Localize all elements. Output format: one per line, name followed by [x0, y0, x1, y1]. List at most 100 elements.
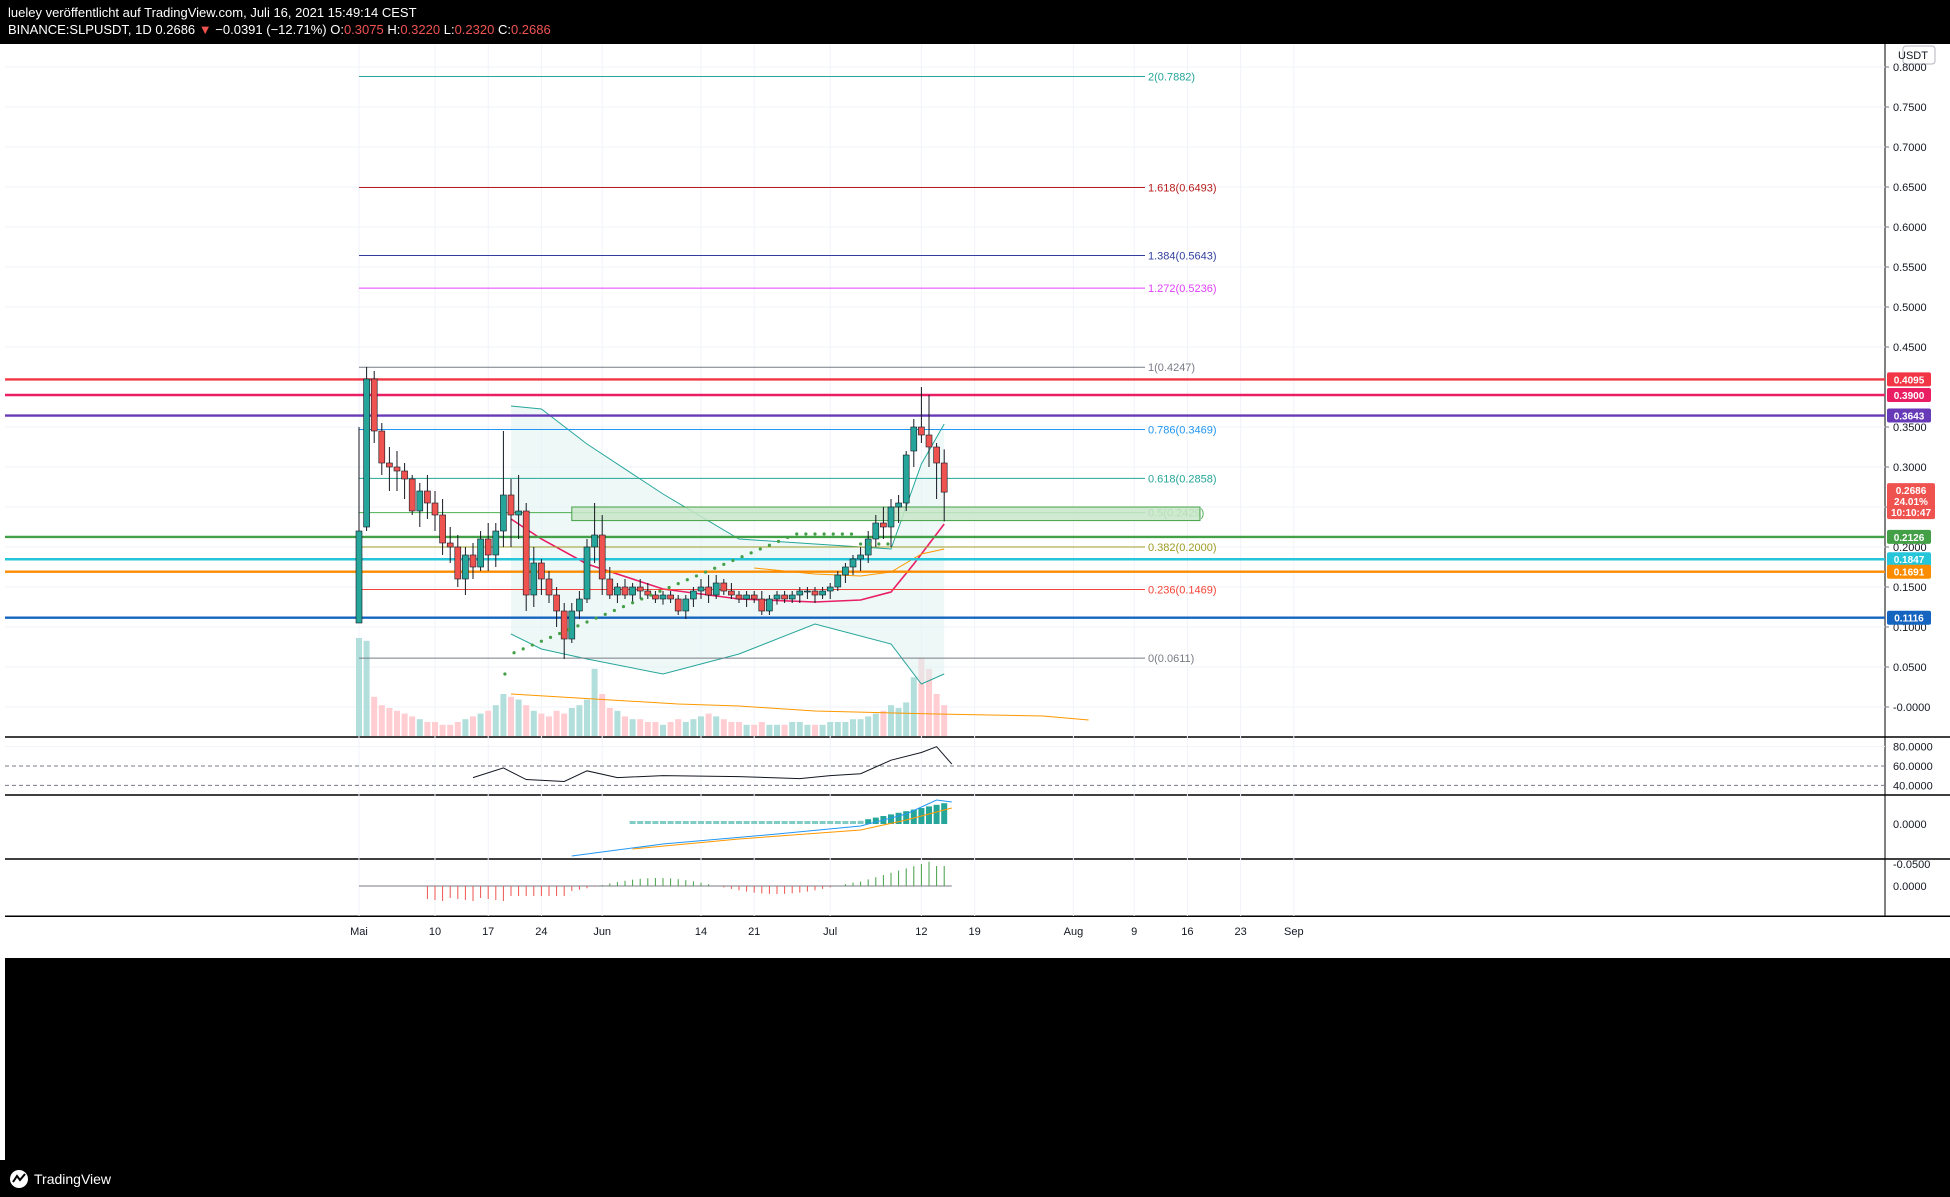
sar-dot	[776, 539, 781, 543]
price-tick-label: 0.8000	[1893, 62, 1927, 74]
sar-dot	[694, 574, 699, 578]
volume-bar	[462, 719, 469, 736]
macd-histogram-bar	[888, 814, 894, 824]
sar-dot	[631, 601, 635, 605]
bull-candle	[629, 586, 636, 596]
volume-bar	[880, 710, 887, 736]
macd-line	[571, 799, 952, 857]
macd-histogram-bar	[758, 821, 765, 824]
bollinger-lower	[510, 623, 945, 685]
macd-histogram-bar	[910, 809, 917, 824]
volume-bar	[675, 719, 682, 736]
bull-candle	[857, 554, 864, 560]
time-tick-label: 10	[429, 926, 441, 938]
volume-bar	[720, 719, 727, 736]
volume-bar	[789, 722, 796, 736]
bollinger-upper	[510, 405, 945, 550]
price-chart[interactable]: 2(0.7882) 1.618(0.6493) 1.384(0.5643) 1.272…	[5, 44, 1950, 1160]
volume-bar	[409, 716, 416, 736]
macd-histogram-bar	[827, 821, 834, 824]
fib-level-label: 0.236(0.1469)	[1148, 584, 1217, 596]
bear-candle	[484, 538, 492, 556]
price-scale[interactable]	[1885, 44, 1950, 916]
bull-candle	[363, 378, 370, 528]
macd-axis-label: -0.0500	[1893, 859, 1930, 871]
footer-bar: TradingView	[0, 1160, 1950, 1197]
bear-candle	[507, 494, 515, 516]
bear-candle	[644, 590, 652, 596]
volume-bar	[644, 722, 651, 736]
symbol-label: BINANCE:SLPUSDT, 1D	[8, 22, 152, 37]
volume-bar	[439, 724, 446, 736]
bear-candle	[439, 514, 446, 544]
time-scale[interactable]	[5, 917, 1950, 958]
macd-axis-label: 0.0000	[1893, 819, 1927, 831]
macd-histogram-bar	[872, 817, 879, 824]
currency-badge[interactable]: USDT	[1898, 50, 1928, 62]
macd-histogram-bar	[682, 821, 689, 824]
volume-bar	[454, 722, 461, 736]
bear-candle	[545, 578, 553, 596]
volume-bar	[652, 722, 659, 736]
volume-bar	[804, 724, 811, 736]
bull-candle	[766, 598, 773, 612]
fib-level-label: 1.384(0.5643)	[1148, 251, 1217, 263]
bear-candle	[538, 562, 545, 580]
level-price-tag	[1887, 529, 1931, 544]
macd-histogram-bar	[850, 821, 856, 824]
level-price-label: 0.4095	[1894, 375, 1925, 386]
macd-histogram-bar	[713, 821, 720, 824]
macd-histogram-bar	[857, 820, 864, 824]
bull-candle	[849, 558, 857, 568]
volume-bar	[842, 722, 849, 736]
chart-frame[interactable]: 2(0.7882) 1.618(0.6493) 1.384(0.5643) 1.272…	[5, 44, 1950, 1160]
macd-histogram-bar	[789, 821, 796, 824]
volume-bar	[500, 694, 507, 736]
last-price: 0.2686	[155, 22, 196, 37]
volume-ma	[510, 693, 1089, 721]
time-tick-label: 23	[1234, 926, 1246, 938]
low-value: 0.2320	[454, 22, 495, 37]
time-tick-label: Sep	[1284, 926, 1304, 938]
volume-bar	[622, 716, 628, 736]
bear-candle	[424, 490, 431, 504]
osc-axis-label: 0.0000	[1893, 881, 1927, 893]
sar-dot	[786, 535, 790, 540]
sar-dot	[859, 542, 863, 546]
volume-bar	[698, 716, 704, 736]
volume-bar	[713, 716, 720, 736]
volume-bar	[515, 699, 522, 736]
bull-candle	[902, 454, 910, 504]
bear-candle	[880, 522, 887, 528]
open-value: 0.3075	[343, 22, 384, 37]
volume-bar	[606, 708, 613, 736]
bear-candle	[386, 462, 393, 468]
sar-dot	[667, 585, 671, 590]
bull-candle	[591, 534, 598, 548]
macd-histogram-bar	[819, 821, 826, 824]
sar-dot	[503, 672, 507, 676]
macd-histogram-bar	[652, 821, 659, 824]
ohlc-legend: BINANCE:SLPUSDT, 1D 0.2686 ▼ −0.0391 (−1…	[8, 22, 551, 37]
bull-candle	[462, 554, 469, 580]
fib-level-label: 0(0.0611)	[1148, 653, 1194, 665]
sar-dot	[539, 639, 544, 643]
volume-bar	[568, 708, 575, 736]
macd-histogram-bar	[698, 821, 704, 824]
time-tick-label: 9	[1131, 926, 1137, 938]
macd-histogram-bar	[728, 821, 735, 824]
fib-level-label: 1.272(0.5236)	[1148, 283, 1217, 295]
sar-dot	[676, 582, 680, 586]
price-tick-label: 0.3500	[1893, 422, 1927, 434]
macd-histogram-bar	[629, 821, 636, 824]
volume-bar	[728, 722, 735, 736]
level-price-tag	[1887, 610, 1931, 625]
bear-candle	[940, 462, 948, 493]
volume-bar	[918, 657, 925, 736]
bull-candle	[614, 586, 621, 596]
macd-histogram-bar	[675, 821, 682, 824]
sar-dot	[558, 631, 562, 636]
sar-dot	[703, 570, 708, 574]
sar-dot	[749, 551, 753, 555]
time-tick-label: 14	[695, 926, 707, 938]
